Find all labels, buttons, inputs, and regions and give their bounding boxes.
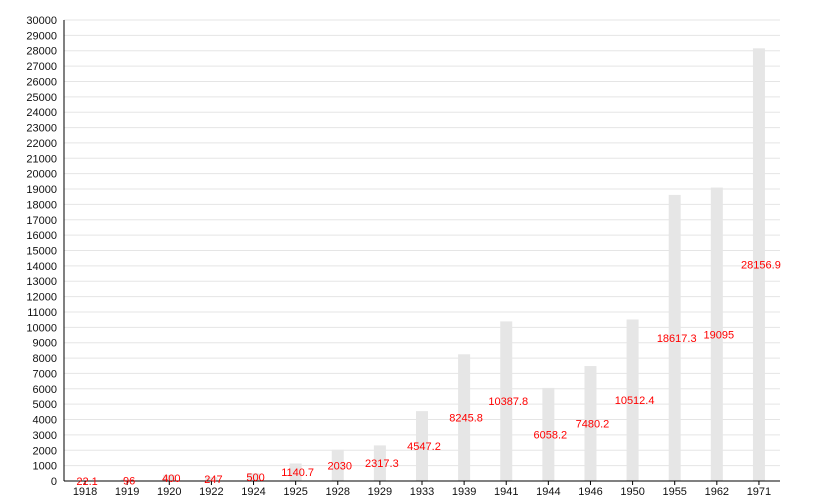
bar-1933 xyxy=(416,411,428,481)
bar-1946 xyxy=(584,366,597,481)
y-tick-label: 27000 xyxy=(26,61,57,73)
y-tick-label: 14000 xyxy=(26,261,57,273)
x-tick-label: 1929 xyxy=(368,486,392,498)
bar-1920 xyxy=(163,474,176,481)
y-tick-label: 1000 xyxy=(33,461,57,473)
data-label-1922: 247 xyxy=(204,474,222,486)
x-tick-label: 1933 xyxy=(410,486,434,498)
bar-1955 xyxy=(668,194,681,481)
y-tick-label: 9000 xyxy=(33,338,57,350)
x-tick-label: 1950 xyxy=(620,486,644,498)
y-tick-label: 11000 xyxy=(27,307,57,319)
y-tick-label: 0 xyxy=(51,476,57,488)
x-tick-label: 1919 xyxy=(115,486,139,498)
x-tick-label: 1946 xyxy=(578,486,602,498)
x-tick-label: 1918 xyxy=(73,486,97,498)
bar-1919 xyxy=(121,479,134,481)
data-label-1924: 500 xyxy=(246,472,264,484)
bar-1939 xyxy=(458,354,471,481)
y-tick-label: 22000 xyxy=(26,138,57,150)
x-tick-label: 1924 xyxy=(241,486,265,498)
x-tick-label: 1962 xyxy=(705,486,729,498)
grid-lines xyxy=(64,19,780,467)
y-tick-label: 30000 xyxy=(26,15,57,27)
y-tick-label: 4000 xyxy=(33,415,57,427)
y-tick-label: 8000 xyxy=(33,353,57,365)
x-tick-label: 1971 xyxy=(747,486,771,498)
y-tick-label: 20000 xyxy=(26,169,57,181)
x-tick-label: 1925 xyxy=(283,486,307,498)
y-tick-label: 12000 xyxy=(26,292,57,304)
y-tick-label: 26000 xyxy=(26,76,57,88)
bars xyxy=(79,48,765,482)
y-axis-ticks: 0 1000 2000 3000 4000 5000 6000 7000 8000 9000 100… xyxy=(26,15,57,488)
data-label-1941: 10387.8 xyxy=(488,396,528,408)
y-tick-label: 6000 xyxy=(33,384,57,396)
data-label-1962: 19095 xyxy=(704,329,735,341)
bar-1929 xyxy=(373,445,386,481)
y-tick-label: 28000 xyxy=(26,46,57,58)
x-tick-label: 1928 xyxy=(326,486,350,498)
data-label-1925: 1140.7 xyxy=(281,467,314,479)
x-tick-label: 1944 xyxy=(536,486,560,498)
data-label-1929: 2317.3 xyxy=(365,458,399,470)
data-label-1928: 2030 xyxy=(328,460,352,472)
y-tick-label: 17000 xyxy=(26,215,57,227)
data-labels: 22.1 96 400 247 500 1140.7 2030 2317.3 4547.2 824… xyxy=(76,260,780,488)
y-tick-label: 5000 xyxy=(33,399,57,411)
y-tick-label: 25000 xyxy=(26,92,57,104)
y-tick-label: 29000 xyxy=(26,30,57,42)
bar-1925 xyxy=(289,463,302,481)
bar-1950 xyxy=(626,319,639,481)
y-tick-label: 15000 xyxy=(26,246,57,258)
x-tick-label: 1939 xyxy=(452,486,476,498)
y-tick-label: 16000 xyxy=(26,230,57,242)
bar-1928 xyxy=(331,449,344,481)
x-tick-label: 1955 xyxy=(662,486,686,498)
x-axis-ticks: 1918 1919 1920 1922 1924 1925 1928 1929 1933 1939… xyxy=(73,481,771,498)
data-label-1946: 7480.2 xyxy=(576,419,610,431)
y-tick-label: 7000 xyxy=(33,368,57,380)
y-tick-label: 23000 xyxy=(26,123,57,135)
data-label-1920: 400 xyxy=(162,473,180,485)
y-tick-label: 10000 xyxy=(26,322,57,334)
y-tick-label: 3000 xyxy=(33,430,57,442)
data-label-1971: 28156.9 xyxy=(741,260,781,272)
y-tick-label: 21000 xyxy=(26,153,57,165)
bar-1944 xyxy=(542,387,555,481)
x-tick-label: 1941 xyxy=(494,486,518,498)
x-tick-label: 1922 xyxy=(199,486,223,498)
y-tick-label: 18000 xyxy=(26,199,57,211)
data-label-1939: 8245.8 xyxy=(449,413,483,425)
bar-1924 xyxy=(247,473,260,481)
bar-1971 xyxy=(752,48,765,482)
y-tick-label: 2000 xyxy=(33,445,57,457)
bar-1922 xyxy=(205,477,218,481)
data-label-1944: 6058.2 xyxy=(534,429,568,441)
data-label-1933: 4547.2 xyxy=(407,441,441,453)
data-label-1955: 18617.3 xyxy=(657,333,697,345)
x-tick-label: 1920 xyxy=(157,486,181,498)
y-tick-label: 19000 xyxy=(26,184,57,196)
data-label-1919: 96 xyxy=(123,475,135,487)
data-label-1918: 22.1 xyxy=(76,476,97,488)
data-label-1950: 10512.4 xyxy=(615,395,655,407)
bar-1941 xyxy=(500,321,513,481)
y-tick-label: 13000 xyxy=(26,276,57,288)
bar-1962 xyxy=(710,187,723,482)
y-tick-label: 24000 xyxy=(26,107,57,119)
